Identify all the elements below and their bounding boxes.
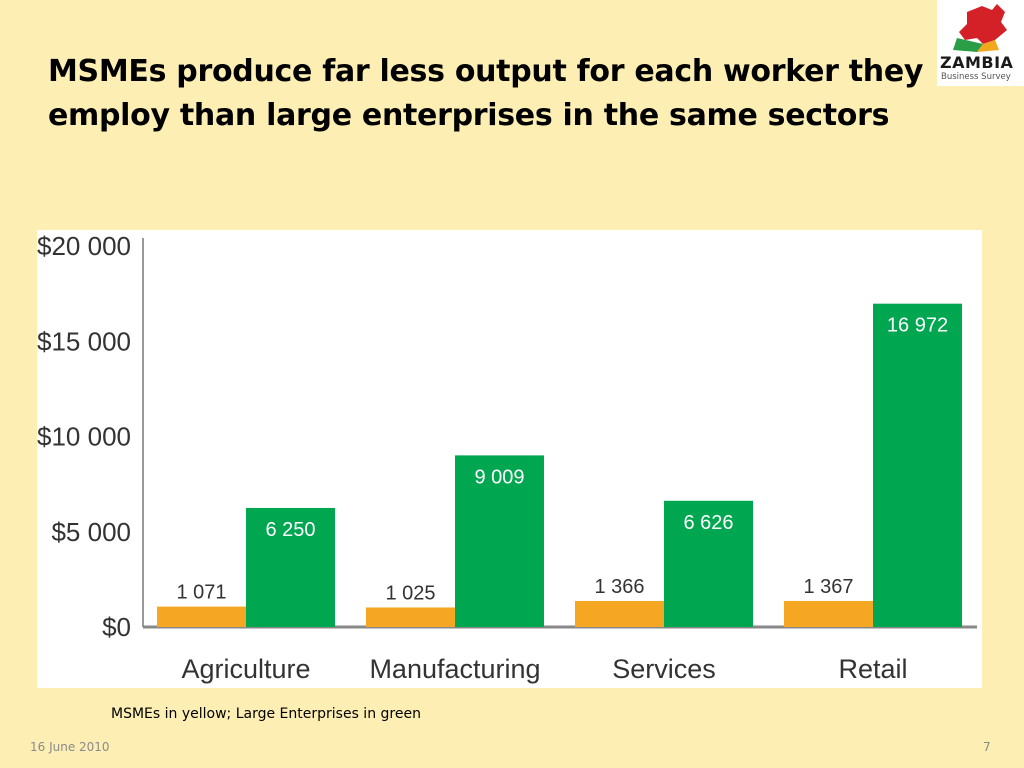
- x-tick-label: Retail: [838, 654, 907, 684]
- bar: [246, 507, 335, 627]
- logo-subtitle: Business Survey: [941, 72, 1011, 82]
- bar: [873, 303, 962, 627]
- zambia-business-survey-logo: ZAMBIA Business Survey: [937, 0, 1024, 86]
- y-tick-label: $20 000: [37, 231, 131, 261]
- x-tick-label: Manufacturing: [369, 654, 540, 684]
- bar: [575, 600, 664, 627]
- slide-title: MSMEs produce far less output for each w…: [48, 54, 924, 133]
- page-number: 7: [983, 740, 991, 754]
- footer-date: 16 June 2010: [30, 740, 110, 754]
- bar-data-label: 1 025: [385, 582, 435, 604]
- y-tick-label: $10 000: [37, 422, 131, 452]
- bar-data-label: 1 367: [803, 576, 853, 598]
- bar-data-label: 1 366: [594, 576, 644, 598]
- y-tick-label: $0: [102, 612, 131, 642]
- bar: [366, 607, 455, 627]
- x-tick-label: Agriculture: [181, 654, 310, 684]
- chart-caption: MSMEs in yellow; Large Enterprises in gr…: [111, 706, 421, 722]
- x-tick-label: Services: [612, 654, 716, 684]
- y-tick-label: $15 000: [37, 326, 131, 356]
- bar-data-label: 6 250: [265, 519, 315, 541]
- bar: [157, 606, 246, 627]
- bar-data-label: 6 626: [683, 512, 733, 534]
- bar: [664, 500, 753, 627]
- bar-chart: $0 $5 000 $10 000 $15 000 $20 000 1 071 6 250 A…: [37, 231, 977, 684]
- chart-panel: $0 $5 000 $10 000 $15 000 $20 000 1 071 6 250 A…: [37, 230, 982, 688]
- y-tick-label: $5 000: [51, 517, 131, 547]
- bar: [784, 600, 873, 627]
- bar-data-label: 1 071: [176, 582, 226, 604]
- zambia-map-icon: [953, 4, 1007, 52]
- bar-data-label: 16 972: [887, 315, 948, 337]
- bar: [455, 455, 544, 627]
- bar-data-label: 9 009: [474, 466, 524, 488]
- logo-name: ZAMBIA: [940, 53, 1014, 72]
